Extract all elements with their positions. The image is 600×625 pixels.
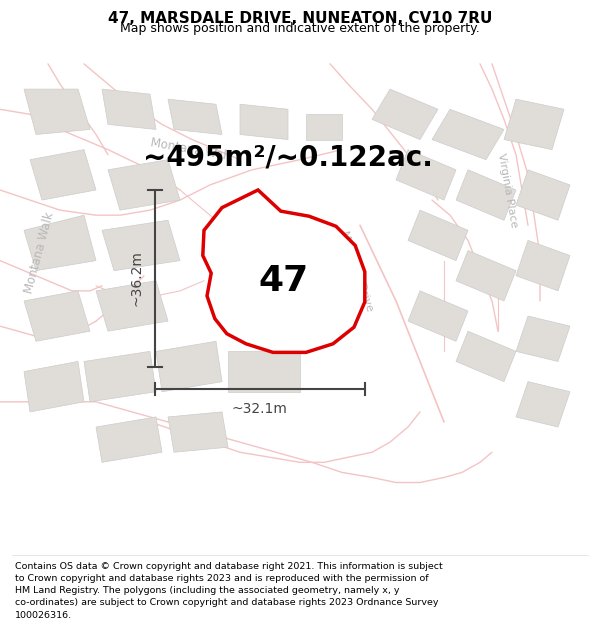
Polygon shape (203, 190, 365, 352)
Polygon shape (168, 412, 228, 452)
Text: to Crown copyright and database rights 2023 and is reproduced with the permissio: to Crown copyright and database rights 2… (15, 574, 428, 583)
Polygon shape (516, 382, 570, 427)
Polygon shape (456, 170, 516, 220)
Text: 47: 47 (258, 264, 308, 298)
Polygon shape (24, 215, 96, 271)
Polygon shape (30, 149, 96, 200)
Polygon shape (306, 114, 342, 139)
Polygon shape (516, 241, 570, 291)
Polygon shape (24, 291, 90, 341)
Text: ~495m²/~0.122ac.: ~495m²/~0.122ac. (143, 143, 433, 171)
Polygon shape (372, 89, 438, 139)
Polygon shape (240, 104, 288, 139)
Text: Montana Walk: Montana Walk (22, 211, 56, 295)
Polygon shape (432, 109, 504, 160)
Polygon shape (516, 316, 570, 361)
Polygon shape (102, 89, 156, 129)
Text: Contains OS data © Crown copyright and database right 2021. This information is : Contains OS data © Crown copyright and d… (15, 562, 443, 571)
Polygon shape (96, 417, 162, 462)
Polygon shape (396, 149, 456, 200)
Polygon shape (228, 351, 300, 392)
Polygon shape (456, 331, 516, 382)
Polygon shape (516, 170, 570, 220)
Text: ~32.1m: ~32.1m (232, 402, 288, 416)
Polygon shape (24, 89, 90, 134)
Polygon shape (408, 291, 468, 341)
Polygon shape (108, 160, 180, 210)
Polygon shape (84, 351, 156, 402)
Polygon shape (408, 210, 468, 261)
Text: ~36.2m: ~36.2m (130, 250, 144, 306)
Text: Marsdale Drive: Marsdale Drive (339, 229, 375, 312)
Text: HM Land Registry. The polygons (including the associated geometry, namely x, y: HM Land Registry. The polygons (includin… (15, 586, 400, 595)
Polygon shape (504, 99, 564, 149)
Text: Virginia Place: Virginia Place (496, 152, 518, 228)
Polygon shape (168, 99, 222, 134)
Polygon shape (456, 251, 516, 301)
Text: 47, MARSDALE DRIVE, NUNEATON, CV10 7RU: 47, MARSDALE DRIVE, NUNEATON, CV10 7RU (108, 11, 492, 26)
Polygon shape (96, 281, 168, 331)
Polygon shape (24, 361, 84, 412)
Polygon shape (156, 341, 222, 392)
Polygon shape (102, 220, 180, 271)
Text: 100026316.: 100026316. (15, 611, 72, 619)
Text: co-ordinates) are subject to Crown copyright and database rights 2023 Ordnance S: co-ordinates) are subject to Crown copyr… (15, 598, 439, 608)
Text: Map shows position and indicative extent of the property.: Map shows position and indicative extent… (120, 22, 480, 35)
Text: Montana Walk: Montana Walk (149, 136, 235, 163)
